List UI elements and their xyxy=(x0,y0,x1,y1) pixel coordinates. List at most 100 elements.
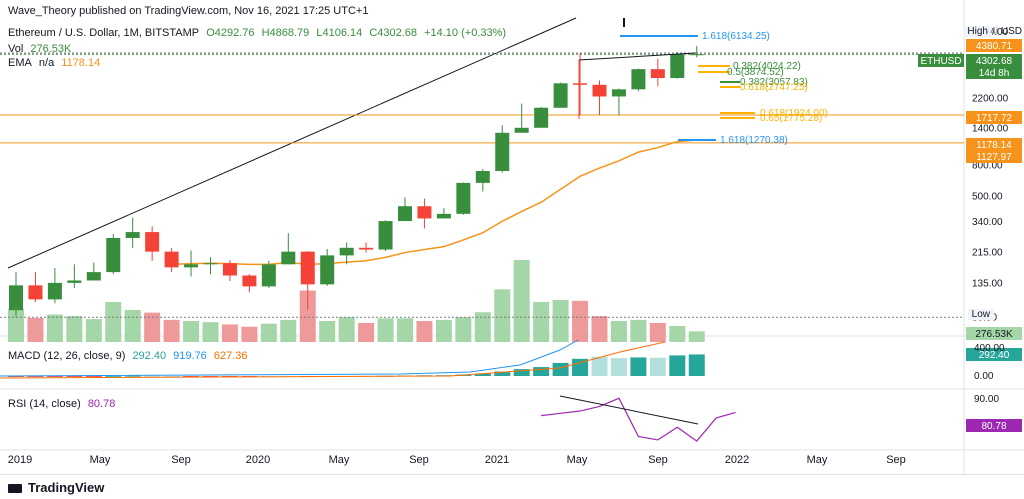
low-value: L4106.14 xyxy=(316,27,363,39)
rsi-value: 80.78 xyxy=(87,398,116,410)
price-tag-label: 292.40 xyxy=(979,350,1010,361)
volume-bar xyxy=(688,331,705,342)
volume-bar xyxy=(280,319,297,342)
wedge-line xyxy=(578,52,697,61)
volume-bar xyxy=(572,300,589,342)
macd-histogram-bar xyxy=(474,373,491,376)
macd-histogram-bar xyxy=(688,354,705,376)
candle-body xyxy=(417,206,432,219)
rsi-label: RSI (14, close) xyxy=(8,398,81,410)
price-tag-label: ETHUSD xyxy=(920,56,961,67)
macd-histogram-bar xyxy=(552,362,569,376)
candle-body xyxy=(203,263,218,265)
price-tag xyxy=(966,419,1022,432)
candle-body xyxy=(514,127,529,133)
price-axis-tick: 1400.00 xyxy=(972,124,1009,135)
volume-bar xyxy=(649,322,666,342)
macd-histogram-bar xyxy=(105,375,122,377)
change-value: +14.10 (+0.33%) xyxy=(424,27,507,39)
rsi-axis-tick: 90.00 xyxy=(974,394,999,405)
time-axis-tick: 2021 xyxy=(485,454,509,466)
rsi-legend: RSI (14, close) 80.78 xyxy=(8,398,119,410)
volume-bar xyxy=(338,317,355,342)
volume-bar xyxy=(124,309,141,342)
price-tag xyxy=(966,54,1022,67)
macd-histogram-bar xyxy=(649,357,666,376)
tradingview-logo-icon xyxy=(8,484,22,494)
time-axis-tick: May xyxy=(807,454,828,466)
candle-body xyxy=(106,237,121,273)
time-axis-tick: May xyxy=(90,454,111,466)
time-axis-tick: May xyxy=(329,454,350,466)
candle-body xyxy=(125,232,140,238)
volume-label: Vol xyxy=(8,43,24,55)
fib-level-label: 0.618(1924.00) xyxy=(760,108,828,119)
volume-bar xyxy=(241,326,258,342)
volume-bar xyxy=(319,321,336,342)
ema-source: n/a xyxy=(38,57,55,69)
macd-histogram-bar xyxy=(27,376,44,377)
candle-body xyxy=(86,272,101,281)
macd-histogram-bar xyxy=(8,376,24,377)
candle-body xyxy=(378,221,393,250)
candle-body xyxy=(222,263,237,276)
macd-histogram-bar xyxy=(513,369,530,376)
low-marker-label: Low xyxy=(967,309,994,320)
price-chart-canvas[interactable]: 6000.002200.001400.00800.00500.00340.002… xyxy=(0,0,1024,474)
price-tag xyxy=(966,66,1022,79)
candle-body xyxy=(670,54,685,79)
volume-bar xyxy=(494,289,511,342)
currency-icon: 4i xyxy=(990,26,999,37)
time-axis-tick: 2020 xyxy=(246,454,270,466)
price-tag xyxy=(966,327,1022,340)
fib-level-label: 1.618(1270.38) xyxy=(720,135,788,146)
macd-label: MACD (12, 26, close, 9) xyxy=(8,350,126,362)
signal-line xyxy=(0,341,666,379)
volume-bar xyxy=(66,316,83,342)
macd-histogram-bar xyxy=(66,376,83,377)
volume-bar xyxy=(221,324,238,342)
volume-legend: Vol 276.53K xyxy=(8,43,75,55)
fib-level-label: 0.382(3057.83) xyxy=(740,77,808,88)
candle-body xyxy=(553,83,568,108)
volume-value: 276.53K xyxy=(30,43,72,55)
macd-histogram-bar xyxy=(163,375,180,377)
high-value: H4868.79 xyxy=(261,27,310,39)
macd-axis-tick: 0.00 xyxy=(974,371,994,382)
macd-axis-tick: 400.00 xyxy=(974,343,1005,354)
price-tag-label: 80.78 xyxy=(981,421,1006,432)
candle-body xyxy=(339,247,354,256)
footer: TradingView xyxy=(0,474,1024,499)
candle-body xyxy=(475,171,490,183)
price-tag-label: 1178.14 xyxy=(976,140,1012,151)
macd-line xyxy=(0,339,579,377)
volume-bar xyxy=(377,318,394,342)
macd-histogram-bar xyxy=(630,357,647,376)
rsi-divergence-line xyxy=(559,395,699,425)
macd-value: 292.40 xyxy=(132,350,167,362)
candle-body xyxy=(67,280,82,283)
volume-bar xyxy=(533,301,550,342)
candle-body xyxy=(300,251,315,285)
volume-bar xyxy=(669,325,686,342)
macd-histogram-bar xyxy=(494,371,511,376)
ema-value: 1178.14 xyxy=(61,57,101,69)
volume-bar xyxy=(416,321,433,342)
fib-level-label: 0.382(4024.22) xyxy=(733,61,801,72)
volume-bar xyxy=(358,322,375,342)
price-tag xyxy=(918,54,964,67)
price-axis-tick: 215.00 xyxy=(972,248,1003,259)
price-tag xyxy=(966,138,1022,151)
price-tag-label: 4380.71 xyxy=(976,41,1013,52)
volume-bar xyxy=(260,323,277,342)
currency-selector[interactable]: 4i USD xyxy=(990,26,1022,37)
tradingview-logo[interactable]: TradingView xyxy=(8,480,104,495)
price-tag-label: 276.53K xyxy=(975,329,1013,340)
price-tag-label: 1127.97 xyxy=(976,152,1012,163)
volume-bar xyxy=(144,312,161,342)
candle-body xyxy=(184,264,199,268)
candle-body xyxy=(436,213,451,219)
candle-body xyxy=(261,264,276,287)
candle-body xyxy=(650,69,665,79)
macd-histogram-bar xyxy=(85,376,102,377)
